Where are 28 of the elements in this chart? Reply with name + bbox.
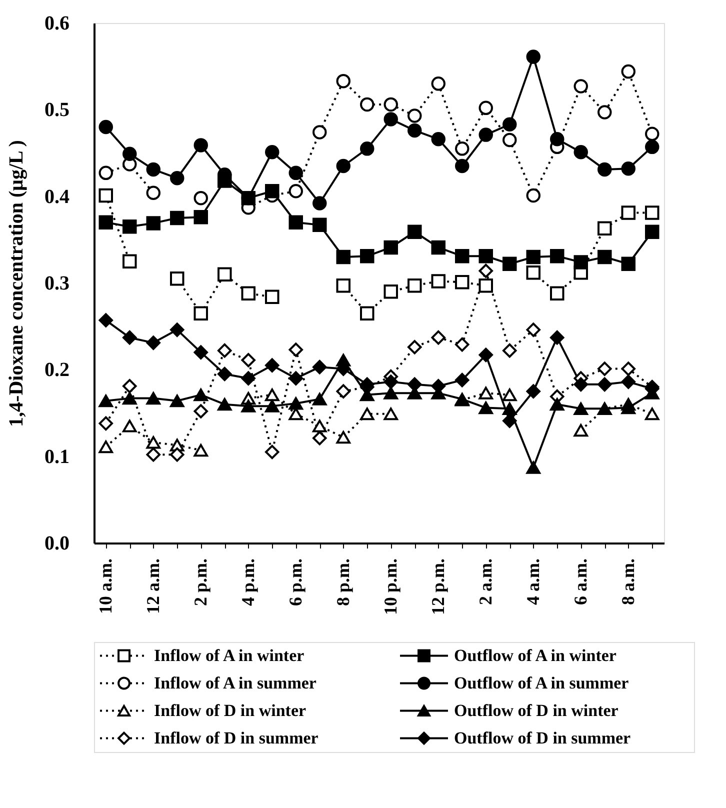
y-axis-title: 1,4-Dioxane concentration (μg/L ) [6, 140, 28, 427]
x-tick-label: 2 p.m. [190, 558, 210, 606]
y-tick-label: 0.6 [44, 12, 70, 34]
x-tick-label: 12 p.m. [428, 558, 448, 616]
legend-label: Inflow of A in summer [154, 673, 317, 692]
x-tick-label: 10 a.m. [95, 558, 116, 614]
x-tick-label: 6 a.m. [570, 558, 590, 605]
legend-label: Outflow of A in summer [454, 673, 630, 692]
legend-label: Inflow of D in summer [154, 728, 319, 748]
y-tick-label: 0.0 [44, 532, 70, 554]
x-tick-label: 4 a.m. [522, 558, 543, 605]
legend-label: Outflow of D in winter [454, 700, 619, 720]
y-tick-label: 0.3 [44, 272, 70, 294]
x-tick-label: 12 a.m. [142, 558, 163, 614]
x-tick-label: 8 p.m. [332, 558, 353, 606]
y-tick-label: 0.2 [44, 359, 70, 382]
legend-label: Outflow of D in summer [454, 728, 632, 748]
legend-label: Inflow of D in winter [154, 700, 307, 720]
y-tick-label: 0.4 [44, 186, 70, 208]
x-tick-label: 10 p.m. [380, 558, 400, 616]
x-tick-label: 4 p.m. [238, 558, 258, 606]
x-tick-label: 6 p.m. [285, 558, 306, 606]
x-tick-label: 8 a.m. [618, 558, 638, 605]
y-tick-label: 0.5 [44, 99, 70, 122]
legend-label: Inflow of A in winter [154, 646, 305, 665]
legend-label: Outflow of A in winter [454, 646, 617, 665]
x-tick-label: 2 a.m. [475, 558, 496, 605]
y-tick-label: 0.1 [44, 446, 70, 468]
